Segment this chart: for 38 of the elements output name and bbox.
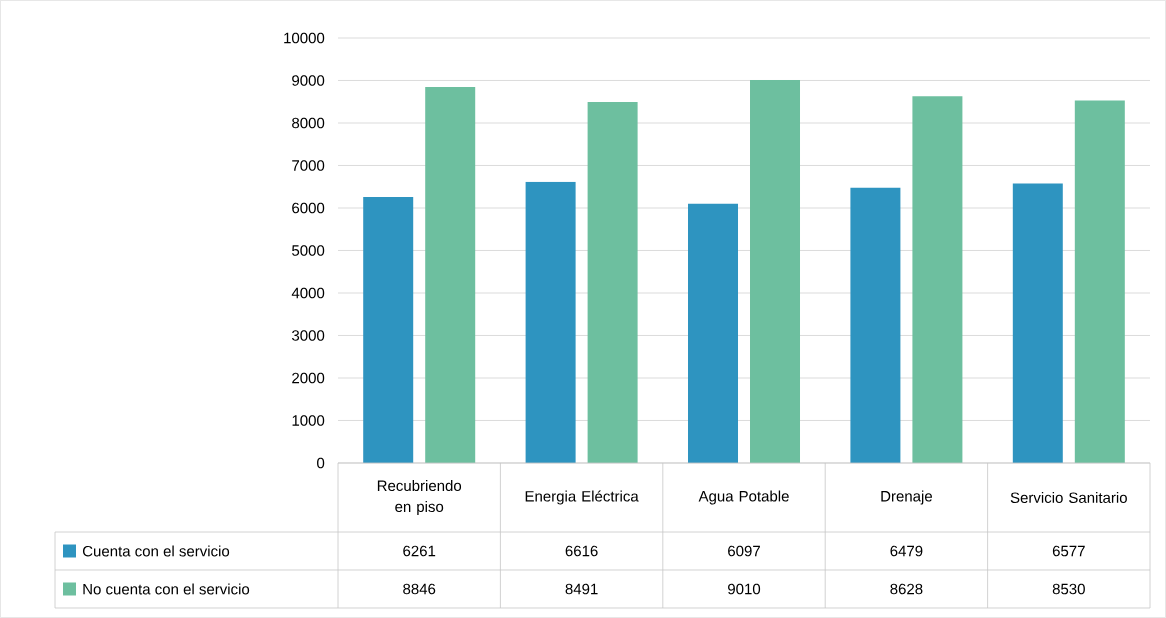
data-label: 6261 xyxy=(403,545,436,557)
y-tick-label: 0 xyxy=(317,457,325,469)
x-tick-label: Recubriendo en piso xyxy=(377,480,462,515)
bar xyxy=(587,102,638,463)
y-tick-label: 1000 xyxy=(292,415,325,426)
data-label: 6616 xyxy=(565,545,598,557)
x-tick-label: Drenaje xyxy=(881,490,932,505)
y-tick-label: 5000 xyxy=(292,245,325,256)
bar xyxy=(425,87,476,463)
y-tick-label: 7000 xyxy=(292,160,325,171)
legend-label: No cuenta con el servicio xyxy=(83,583,250,595)
data-label: 8491 xyxy=(565,583,598,595)
bar xyxy=(750,80,801,463)
bar xyxy=(912,96,963,463)
bar xyxy=(850,187,901,463)
y-tick-label: 6000 xyxy=(292,202,325,214)
bar xyxy=(363,196,414,463)
bar xyxy=(525,181,576,463)
x-tick-label: Servicio Sanitario xyxy=(1010,491,1127,503)
data-label: 8846 xyxy=(403,583,436,595)
legend-label: Cuenta con el servicio xyxy=(82,545,230,557)
y-tick-label: 2000 xyxy=(292,372,325,384)
y-tick-label: 8000 xyxy=(292,117,325,129)
data-label: 6479 xyxy=(890,545,923,557)
y-tick-label: 3000 xyxy=(292,330,325,341)
x-tick-label: Energia Eléctrica xyxy=(525,490,639,505)
bar xyxy=(1012,183,1063,463)
data-label: 6577 xyxy=(1052,545,1085,557)
data-label: 6097 xyxy=(728,545,760,557)
bar xyxy=(1074,100,1125,463)
y-tick-label: 9000 xyxy=(292,75,325,86)
data-label: 9010 xyxy=(728,583,761,595)
x-tick-label: Agua Potable xyxy=(698,490,789,505)
bar xyxy=(688,203,739,463)
data-label: 8530 xyxy=(1052,583,1085,595)
data-label: 8628 xyxy=(890,583,923,595)
y-tick-label: 10000 xyxy=(284,32,325,44)
y-tick-label: 4000 xyxy=(291,287,325,299)
